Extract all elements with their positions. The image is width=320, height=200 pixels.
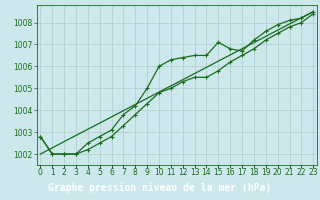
Text: Graphe pression niveau de la mer (hPa): Graphe pression niveau de la mer (hPa)	[48, 183, 272, 193]
